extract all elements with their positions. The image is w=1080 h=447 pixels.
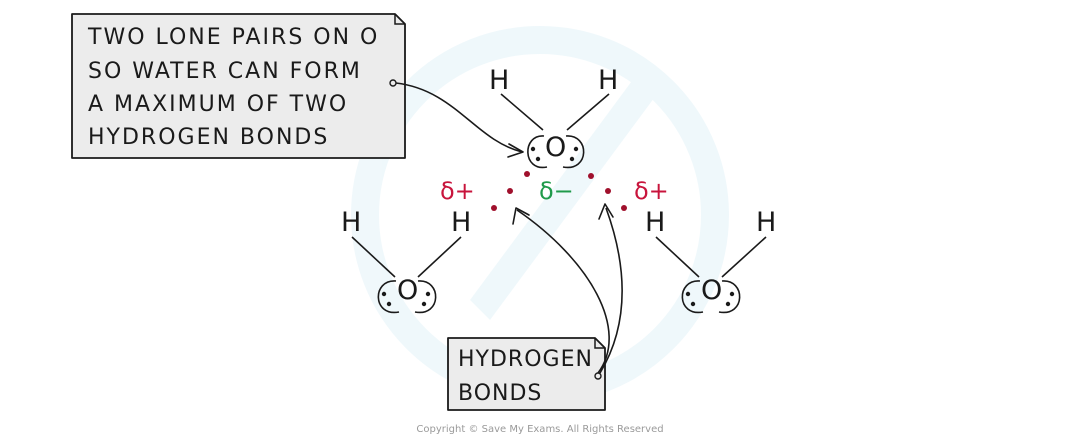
delta-minus-label: δ−	[539, 177, 574, 205]
right-lone-pair-left	[681, 280, 704, 314]
lone-pairs-text-line-3: A MAXIMUM OF TWO	[88, 92, 348, 117]
top-lone-pair-right	[562, 135, 585, 169]
delta-plus-right-label: δ+	[634, 177, 669, 205]
top-lone-pair-left	[527, 135, 548, 169]
left-lone-pair-left	[377, 280, 400, 314]
right-oxygen: O	[701, 275, 722, 306]
water-molecule-left: H H O	[341, 207, 471, 314]
lone-pairs-text-line-4: HYDROGEN BONDS	[88, 125, 329, 150]
left-hydrogen-left: H	[341, 207, 361, 238]
right-hydrogen-left: H	[645, 207, 665, 238]
water-molecule-right: H H O	[645, 207, 776, 314]
arrow-to-left-hydrogen-bond	[516, 209, 610, 374]
top-hydrogen-left: H	[489, 65, 509, 96]
left-bond-right	[417, 236, 462, 278]
hydrogen-bonds-text-line-1: HYDROGEN	[458, 347, 593, 372]
hydrogen-bonds-text-line-2: BONDS	[458, 381, 542, 406]
hydrogen-bonds-callout: HYDROGEN BONDS	[447, 337, 606, 411]
right-bond-left	[655, 236, 700, 278]
copyright-text: Copyright © Save My Exams. All Rights Re…	[416, 424, 663, 435]
top-bond-left	[500, 93, 544, 131]
left-lone-pair-right	[414, 280, 437, 314]
top-bond-right	[566, 93, 610, 131]
top-oxygen: O	[545, 132, 566, 163]
lone-pairs-callout: TWO LONE PAIRS ON O SO WATER CAN FORM A …	[71, 13, 406, 159]
water-molecule-top: H H O	[489, 65, 618, 169]
lone-pairs-arrow	[389, 79, 524, 158]
right-lone-pair-right	[718, 280, 741, 314]
delta-plus-left-label: δ+	[440, 177, 475, 205]
hydrogen-bonds-arrows	[512, 203, 623, 380]
left-oxygen: O	[397, 275, 418, 306]
hydrogen-bond-right-dots	[588, 173, 627, 211]
right-bond-right	[721, 236, 767, 278]
arrow-to-right-hydrogen-bond	[599, 207, 623, 374]
lone-pairs-text-line-1: TWO LONE PAIRS ON O	[87, 25, 379, 50]
hydrogen-bond-left-dots	[491, 171, 530, 211]
top-hydrogen-right: H	[598, 65, 618, 96]
lone-pairs-text-line-2: SO WATER CAN FORM	[88, 59, 362, 84]
left-bond-left	[351, 236, 396, 278]
left-hydrogen-right: H	[451, 207, 471, 238]
right-hydrogen-right: H	[756, 207, 776, 238]
